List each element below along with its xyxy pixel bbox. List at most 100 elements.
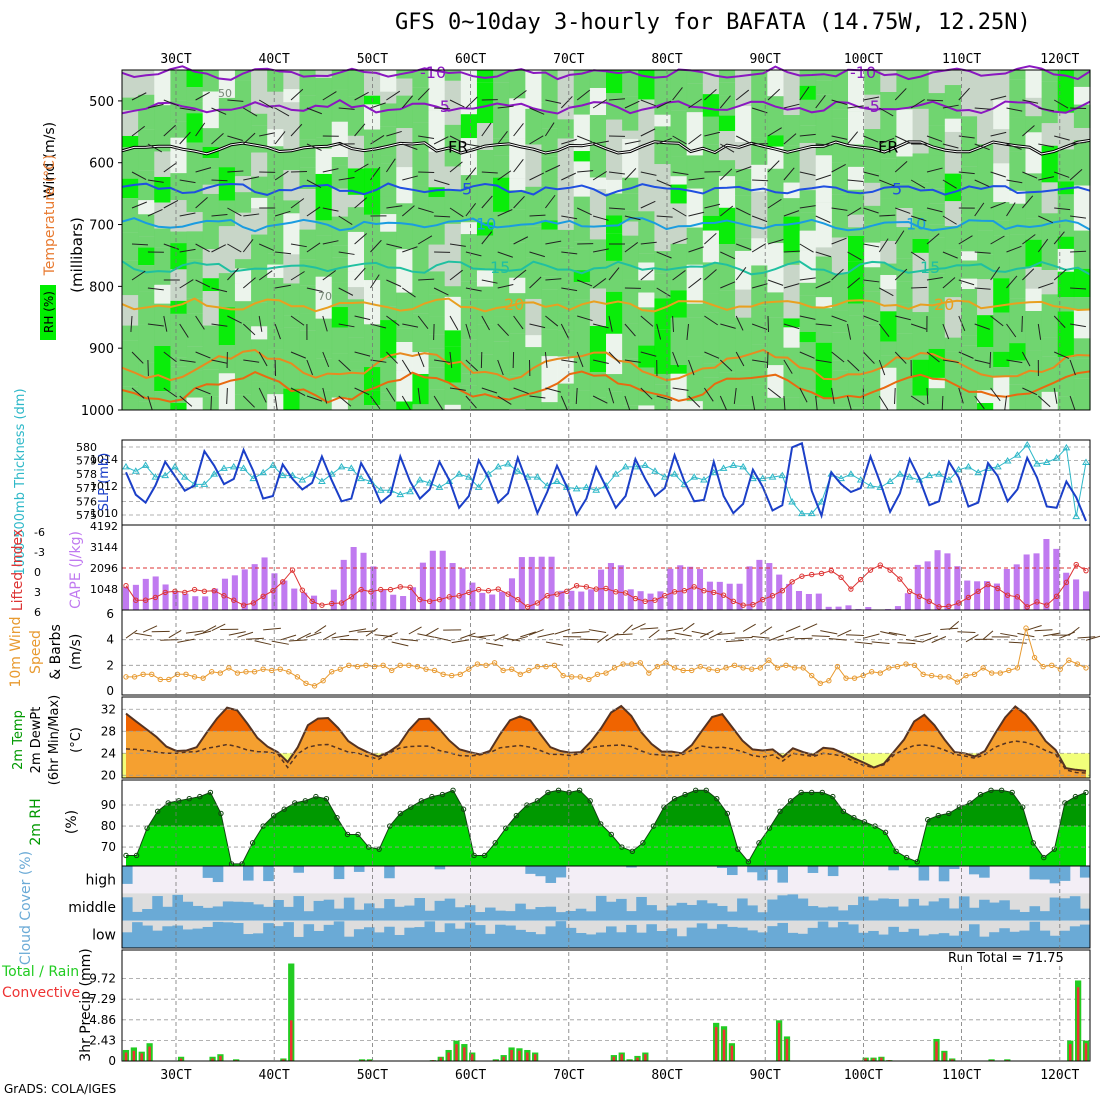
rh-cell [234,394,252,410]
rh-cell [573,114,591,152]
cloud-cell [646,924,657,948]
thickness-line-point [935,470,943,477]
wind-barb [274,323,281,340]
rh-cell [396,342,413,371]
wind-speed-line-point [440,671,446,678]
rh-line-point [787,798,794,804]
rh-line-point [313,793,319,800]
wind-speed-line-point [637,660,643,666]
thickness-line-point [415,476,424,483]
precip-convective-bar [470,1054,474,1061]
cloud-cell [727,866,738,876]
thickness-line-point [837,474,845,482]
wind-speed-line-point [800,665,806,671]
rh-cell [347,194,365,208]
wind-speed-line-point [320,678,326,684]
wind-barb [338,323,355,328]
rh-cell [412,185,430,206]
run-total-label: Run Total = 71.75 [948,951,1064,966]
lifted-index-line-point [191,586,198,593]
thickness-line-point [660,473,669,480]
lifted-index-line-point [280,579,286,585]
wind-speed-line-point [243,669,249,675]
rh-cell [880,241,897,264]
rh-cell [154,70,171,106]
rh-cell [993,129,1010,164]
rh-cell [1073,268,1091,298]
cape-bar [350,547,357,610]
cloud-cell [817,907,829,921]
rh-cell [589,325,607,373]
rh-cell [1009,271,1027,299]
cloud-cell [787,932,799,948]
rh-cell [767,243,785,283]
cloud-cell [283,906,294,921]
rh-cell [299,229,317,260]
rh-cell [170,121,188,138]
wind-barb [338,359,351,372]
wind-barb [131,201,148,209]
cloud-cell [253,933,264,948]
rh-cell [267,213,284,254]
wind-barb [592,278,607,289]
wind-barb [322,240,339,245]
temp-tick-label: 32 [101,702,116,716]
wind-barb [465,203,477,217]
rh-cell [186,313,204,347]
wind-barb [163,315,168,332]
rh-cell [138,214,155,237]
surface-wind-barb [571,631,590,634]
rh-cell [573,314,591,344]
surface-wind-barb [485,642,504,647]
rh-cell [799,282,817,296]
wind-speed-line-point [894,663,901,670]
rh-cell [960,206,978,252]
wind-barb [974,395,985,410]
thickness-line-point [337,462,346,470]
wind-barb [274,131,286,145]
wind-speed-line-point [1066,657,1072,663]
rh-cell [815,155,833,203]
surface-wind-barb [863,633,880,639]
thickness-line-point [700,476,708,483]
wind-speed-line-point [191,674,198,680]
wind-barb [990,201,1006,209]
cape-bar [499,591,506,610]
wind-barb [338,395,352,407]
rh-cell [283,102,301,149]
surface-wind-barb [880,631,898,636]
wind-barb [465,143,482,148]
lifted-index-line-point [779,588,786,594]
wind-barb [513,90,527,101]
rh-cell [202,91,220,129]
rh-cell [928,317,946,349]
rh-cell [476,123,494,150]
cape-bar [538,556,545,610]
wind-barb [958,235,973,245]
cape-bar [489,594,496,610]
rh-cell [654,114,672,127]
wind-barb [322,91,337,101]
rh-cell [622,323,639,359]
rh-cell [170,243,188,270]
cloud-cell [999,928,1010,948]
surface-wind-barb [348,628,367,633]
contour-label: 5 [892,179,902,198]
thickness-line-point [709,468,718,476]
wind-barb [656,179,672,187]
wind-speed-line-point [920,671,926,678]
cloud-cell [172,925,183,948]
wind-barb [513,269,527,281]
cloud-cell [888,866,899,871]
rh-cell [1057,248,1075,272]
rh-cell [218,97,236,138]
wind-barb [990,131,1007,137]
cloud-cell [404,905,415,921]
rh-line-point [830,793,836,800]
wind-barb [593,248,609,253]
cloud-cell [293,866,304,873]
wind-barb [227,207,242,217]
wind-barb [179,359,196,363]
rh-cell [444,346,462,383]
cloud-cell [757,912,768,921]
